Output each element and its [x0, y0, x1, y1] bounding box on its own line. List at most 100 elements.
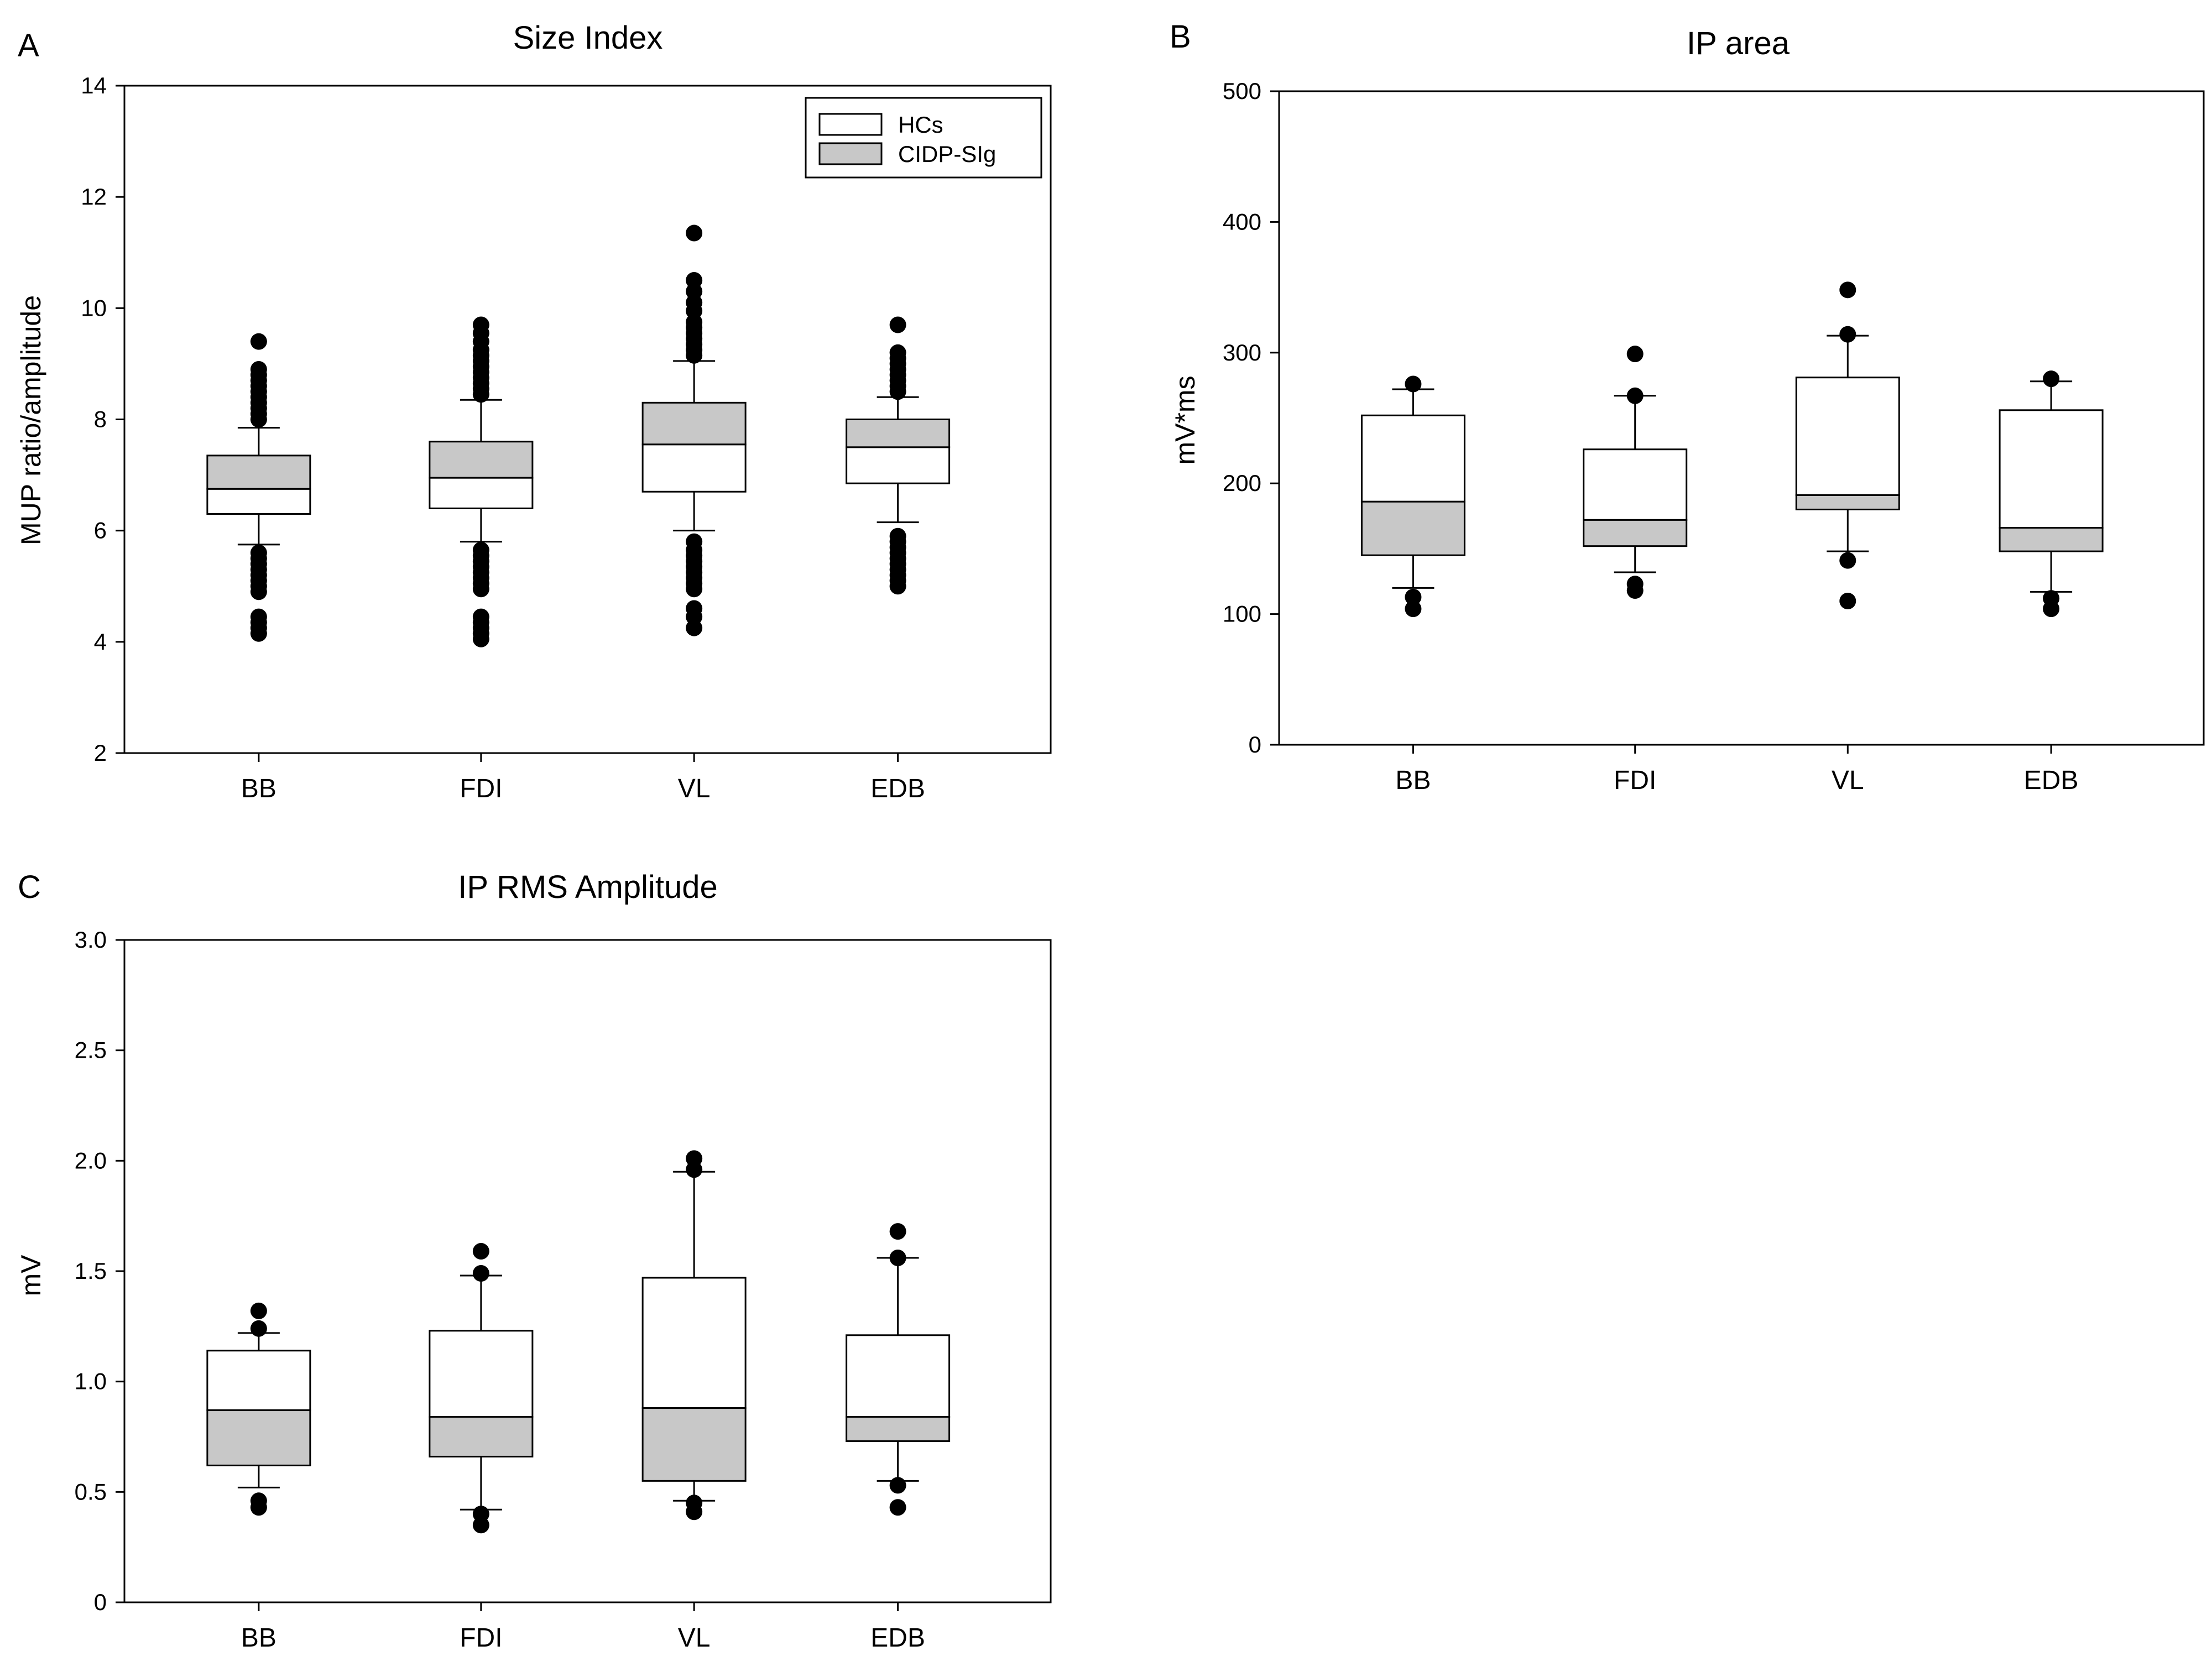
p1-outlier-point	[1405, 375, 1422, 393]
p2-x-tick-label: EDB	[870, 1623, 925, 1653]
p2-y-tick-label: 1.0	[75, 1368, 107, 1394]
p1-outlier-point	[1839, 552, 1856, 569]
panel-b-plot: 0 100 200 300 400 500 BB FDI VL EDB	[1223, 78, 2205, 795]
p0-box-cidp-sig	[429, 441, 534, 479]
p1-box-hcs	[1360, 414, 1465, 503]
p2-y-tick-label: 2.0	[75, 1147, 107, 1173]
p2-outlier-point	[889, 1499, 906, 1516]
p1-x-tick-label: BB	[1395, 766, 1431, 795]
p1-y-tick-label: 300	[1223, 339, 1261, 365]
p2-box-cidp-sig	[429, 1416, 534, 1457]
panel-c-label: C	[18, 869, 41, 905]
panel-a-label: A	[18, 28, 39, 64]
p0-outlier-point	[686, 533, 703, 550]
panel-a-y-axis-label: MUP ratio/amplitude	[15, 295, 46, 545]
p1-box-hcs	[1583, 448, 1688, 521]
legend-label-hcs: HCs	[898, 112, 943, 138]
p2-x-tick-label: VL	[678, 1623, 711, 1653]
p2-outlier-point	[472, 1243, 489, 1260]
p0-box-hcs	[429, 477, 534, 509]
p1-x-tick-label: EDB	[2024, 766, 2079, 795]
p2-box-hcs	[846, 1334, 951, 1418]
panel-b: B IP area mV*ms 0 100 200 300 400 500 BB FDI VL E…	[1170, 19, 2205, 795]
p0-outlier-point	[889, 316, 906, 333]
p2-box-cidp-sig	[641, 1407, 747, 1482]
p0-outlier-point	[472, 541, 489, 558]
p2-y-tick-label: 0.5	[75, 1478, 107, 1504]
p2-outlier-point	[250, 1302, 267, 1319]
p0-y-tick-label: 12	[81, 184, 107, 210]
p0-y-tick-label: 10	[81, 295, 107, 321]
p0-y-tick-label: 14	[81, 72, 107, 98]
panel-b-y-axis-label: mV*ms	[1170, 375, 1201, 464]
p1-outlier-point	[1626, 387, 1644, 404]
p1-y-tick-label: 400	[1223, 208, 1261, 234]
p1-box-cidp-sig	[1360, 500, 1465, 556]
p0-x-tick-label: VL	[678, 774, 711, 803]
p2-outlier-point	[250, 1320, 267, 1337]
panel-a-plot: 2 4 6 8 10 12 14 BB FDI VL EDB	[81, 72, 1052, 803]
p0-x-tick-label: BB	[241, 774, 276, 803]
p0-outlier-point	[472, 608, 489, 625]
p0-x-tick-label: FDI	[460, 774, 502, 803]
p0-outlier-point	[686, 600, 703, 617]
p2-y-tick-label: 1.5	[75, 1258, 107, 1284]
p2-outlier-point	[889, 1477, 906, 1494]
p1-outlier-point	[2043, 590, 2060, 607]
p1-box-hcs	[1795, 377, 1900, 496]
p0-outlier-point	[250, 608, 267, 625]
p2-box-hcs	[641, 1277, 747, 1409]
p2-outlier-point	[472, 1265, 489, 1282]
p1-outlier-point	[1626, 576, 1644, 593]
p0-outlier-point	[686, 224, 703, 242]
legend: HCs CIDP-SIg	[805, 97, 1042, 179]
p0-y-tick-label: 8	[94, 406, 107, 432]
p2-box-cidp-sig	[206, 1409, 311, 1466]
p2-x-tick-label: BB	[241, 1623, 276, 1653]
legend-swatch-hcs	[818, 113, 883, 136]
legend-label-cidp: CIDP-SIg	[898, 141, 996, 167]
p0-box-hcs	[206, 488, 311, 515]
p1-x-tick-label: VL	[1832, 766, 1864, 795]
panel-c-title: IP RMS Amplitude	[458, 869, 718, 905]
panel-c-plot: 0 0.5 1.0 1.5 2.0 2.5 3.0 BB FDI VL EDB	[75, 927, 1052, 1653]
p0-box-cidp-sig	[206, 454, 311, 490]
p0-outlier-point	[250, 333, 267, 350]
p2-outlier-point	[472, 1506, 489, 1523]
panel-a: A Size Index MUP ratio/amplitude 2 4 6 8 10 1…	[15, 20, 1052, 803]
p1-outlier-point	[1626, 346, 1644, 363]
p2-box-hcs	[429, 1330, 534, 1418]
p1-box-hcs	[1999, 409, 2104, 529]
p2-outlier-point	[686, 1495, 703, 1512]
p1-outlier-point	[1839, 281, 1856, 299]
p1-outlier-point	[1405, 600, 1422, 618]
panel-a-title: Size Index	[513, 20, 663, 56]
p0-box-cidp-sig	[641, 401, 747, 446]
p0-box-hcs	[846, 446, 951, 484]
p0-outlier-point	[250, 544, 267, 561]
p2-box-hcs	[206, 1350, 311, 1412]
panel-b-title: IP area	[1687, 25, 1790, 61]
p1-y-tick-label: 500	[1223, 78, 1261, 104]
p2-y-tick-label: 0	[94, 1589, 107, 1615]
p1-box-cidp-sig	[1583, 519, 1688, 547]
p2-y-tick-label: 3.0	[75, 927, 107, 953]
p2-x-tick-label: FDI	[460, 1623, 502, 1653]
p0-x-tick-label: EDB	[870, 774, 925, 803]
p2-y-tick-label: 2.5	[75, 1037, 107, 1063]
p1-y-tick-label: 0	[1249, 732, 1261, 757]
p2-outlier-point	[889, 1250, 906, 1267]
p0-box-cidp-sig	[846, 419, 951, 448]
p1-y-tick-label: 200	[1223, 470, 1261, 496]
p0-outlier-point	[889, 344, 906, 361]
p0-outlier-point	[472, 316, 489, 333]
p2-outlier-point	[250, 1492, 267, 1509]
p1-outlier-point	[2043, 370, 2060, 388]
p0-box-hcs	[641, 443, 747, 493]
p0-outlier-point	[889, 527, 906, 545]
panel-b-label: B	[1170, 19, 1191, 55]
p1-outlier-point	[1405, 588, 1422, 605]
p0-outlier-point	[686, 272, 703, 289]
panel-c-y-axis-label: mV	[15, 1255, 46, 1297]
